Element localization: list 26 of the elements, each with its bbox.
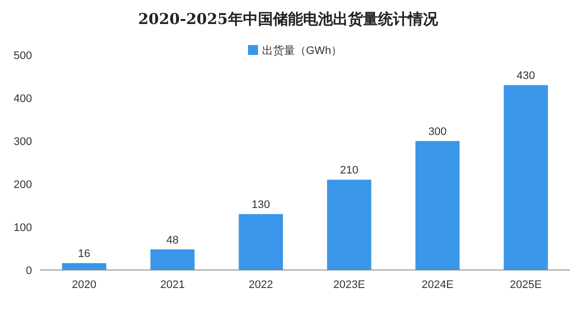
- y-tick-label: 0: [26, 265, 32, 277]
- data-label: 210: [340, 164, 358, 177]
- bar: [327, 180, 372, 270]
- bar: [150, 249, 195, 270]
- x-tick-label: 2025E: [510, 279, 542, 291]
- x-tick-label: 2020: [72, 279, 96, 291]
- data-label: 16: [78, 248, 90, 260]
- data-label: 48: [166, 234, 179, 246]
- y-tick-label: 400: [14, 93, 32, 105]
- y-tick-label: 200: [14, 179, 32, 191]
- x-tick-label: 2024E: [422, 279, 454, 291]
- y-tick-label: 100: [14, 222, 32, 234]
- data-label: 300: [428, 126, 447, 138]
- y-tick-label: 500: [14, 50, 32, 62]
- bar: [238, 214, 283, 270]
- bar: [415, 141, 460, 270]
- legend-label: 出货量（GWh）: [262, 44, 342, 57]
- chart-title: 2020-2025年中国储能电池出货量统计情况: [138, 10, 439, 28]
- x-tick-label: 2023E: [333, 279, 366, 291]
- y-tick-label: 300: [14, 136, 32, 148]
- bar: [62, 263, 106, 270]
- data-label: 130: [252, 199, 270, 212]
- data-label: 430: [516, 70, 536, 82]
- bar: [504, 85, 548, 270]
- x-tick-label: 2022: [248, 279, 274, 291]
- x-tick-label: 2021: [160, 279, 185, 291]
